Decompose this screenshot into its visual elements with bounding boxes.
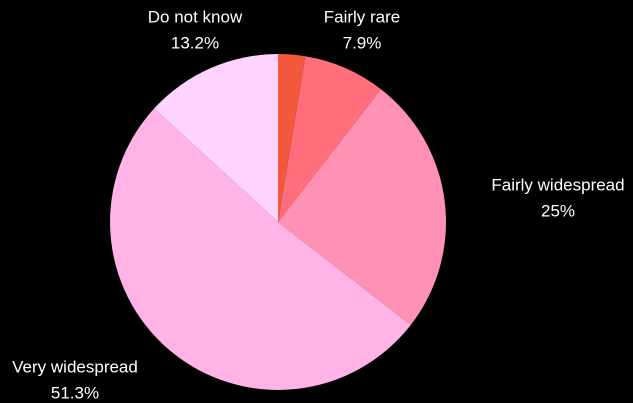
pie-slices	[110, 54, 447, 390]
pie-slice-fairly-widespread	[278, 89, 447, 325]
pie-slice-very-widespread	[110, 108, 411, 390]
slice-label: Very widespread	[12, 357, 138, 376]
slice-value-label: 13.2%	[171, 33, 219, 52]
slice-value-label: 25%	[541, 201, 575, 220]
pie-slice-do-not-know	[154, 54, 278, 222]
slice-label: Fairly rare	[324, 7, 401, 26]
pie-labels: Fairly rare 7.9% Fairly widespread 25% Very …	[12, 7, 624, 402]
slice-label: Fairly widespread	[491, 175, 624, 194]
slice-value-label: 7.9%	[343, 33, 382, 52]
slice-value-label: 51.3%	[51, 383, 99, 402]
slice-label: Do not know	[148, 7, 243, 26]
pie-slice-unlabeled	[278, 54, 306, 222]
pie-slice-fairly-rare	[278, 56, 381, 222]
